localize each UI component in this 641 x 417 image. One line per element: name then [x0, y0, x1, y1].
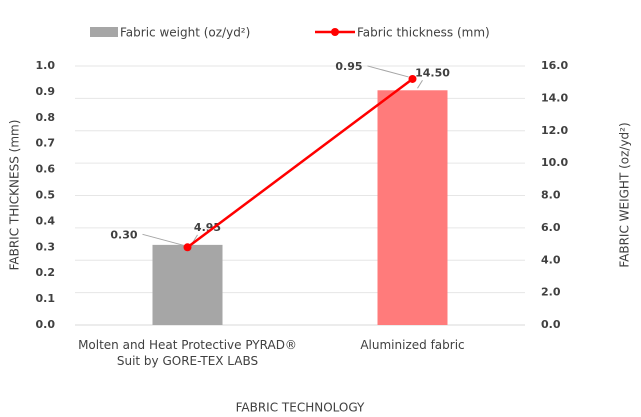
x-axis-title: FABRIC TECHNOLOGY	[236, 401, 365, 415]
x-tick-label: Aluminized fabric	[360, 338, 465, 352]
legend-marker	[331, 28, 339, 36]
bar	[377, 90, 448, 325]
y-tick-label: 0.1	[36, 292, 56, 305]
y-tick-label: 0.0	[36, 318, 56, 331]
bar	[152, 244, 223, 325]
line	[186, 77, 414, 249]
y2-tick-label: 8.0	[541, 189, 561, 202]
y-tick-label: 0.2	[36, 266, 56, 279]
y-tick-label: 0.7	[36, 137, 56, 150]
bar-value-label: 14.50	[415, 66, 450, 79]
y2-tick-label: 0.0	[541, 318, 561, 331]
line-marker	[183, 243, 192, 252]
line-value-label: 0.30	[110, 228, 137, 241]
bar-value-label: 4.95	[194, 221, 221, 234]
legend-label: Fabric weight (oz/yd²)	[120, 26, 250, 40]
leader-line	[367, 65, 409, 78]
y-tick-label: 1.0	[36, 59, 56, 72]
leader-line	[417, 80, 423, 89]
y-tick-label: 0.3	[36, 240, 56, 253]
y-tick-label: 0.8	[36, 111, 56, 124]
y2-axis-title: FABRIC WEIGHT (oz/yd²)	[618, 122, 632, 267]
y-tick-label: 0.5	[36, 189, 56, 202]
y2-tick-label: 2.0	[541, 286, 561, 299]
y2-tick-label: 10.0	[541, 156, 568, 169]
legend-label: Fabric thickness (mm)	[357, 26, 490, 40]
y2-tick-label: 16.0	[541, 59, 568, 72]
y2-tick-label: 14.0	[541, 91, 568, 104]
y2-tick-label: 4.0	[541, 253, 561, 266]
line-marker	[408, 74, 417, 83]
y-tick-label: 0.6	[36, 163, 56, 176]
y-tick-label: 0.4	[36, 214, 56, 227]
y2-tick-label: 6.0	[541, 221, 561, 234]
legend-swatch	[90, 27, 118, 37]
leader-line	[142, 233, 184, 246]
line-value-label: 0.95	[335, 60, 362, 73]
y-tick-label: 0.9	[36, 85, 56, 98]
y2-tick-label: 12.0	[541, 124, 568, 137]
x-tick-label: Molten and Heat Protective PYRAD® Suit b…	[78, 338, 297, 368]
y-axis-title: FABRIC THICKNESS (mm)	[8, 120, 22, 271]
